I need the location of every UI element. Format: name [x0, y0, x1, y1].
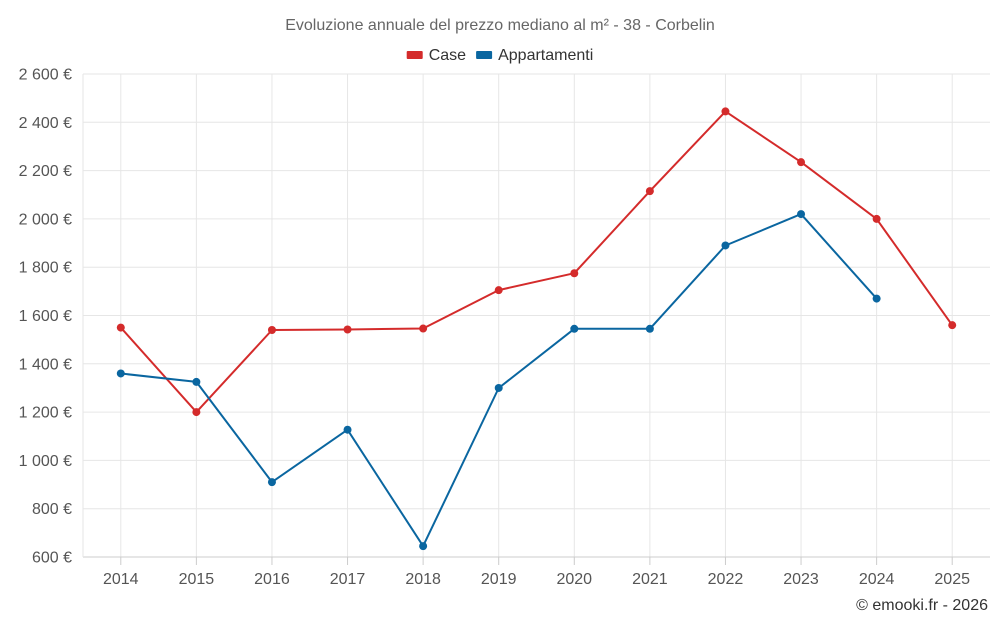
legend-swatch	[476, 51, 493, 59]
grid	[83, 73, 990, 557]
data-point-appartamenti-2022[interactable]	[721, 241, 730, 250]
x-tick-label: 2023	[783, 571, 819, 588]
data-point-appartamenti-2017[interactable]	[343, 425, 352, 434]
legend-item-case[interactable]: Case	[406, 47, 466, 64]
data-point-case-2014[interactable]	[116, 323, 125, 332]
data-point-appartamenti-2019[interactable]	[494, 383, 503, 392]
y-tick-label: 600 €	[32, 550, 72, 567]
data-point-appartamenti-2018[interactable]	[419, 542, 428, 551]
x-tick-label: 2020	[556, 571, 592, 588]
y-tick-label: 1 000 €	[19, 453, 72, 470]
x-tick-label: 2021	[632, 571, 668, 588]
data-point-case-2015[interactable]	[192, 408, 201, 417]
y-tick-label: 1 400 €	[19, 356, 72, 373]
data-point-appartamenti-2023[interactable]	[797, 210, 806, 219]
series-layer	[116, 107, 957, 551]
x-tick-label: 2016	[254, 571, 290, 588]
data-point-appartamenti-2020[interactable]	[570, 324, 579, 333]
data-point-appartamenti-2016[interactable]	[267, 478, 276, 487]
data-point-appartamenti-2024[interactable]	[872, 294, 881, 303]
credit-text: © emooki.fr - 2026	[856, 597, 988, 614]
y-tick-label: 2 000 €	[19, 211, 72, 228]
legend-label: Case	[429, 47, 466, 64]
data-point-case-2016[interactable]	[267, 325, 276, 334]
y-tick-label: 800 €	[32, 501, 72, 518]
series-case[interactable]	[116, 107, 957, 417]
y-tick-label: 2 400 €	[19, 115, 72, 132]
data-point-case-2018[interactable]	[419, 324, 428, 333]
x-tick-label: 2022	[708, 571, 744, 588]
x-tick-label: 2015	[179, 571, 215, 588]
legend-swatch	[406, 51, 423, 59]
data-point-case-2024[interactable]	[872, 214, 881, 223]
y-tick-label: 1 800 €	[19, 260, 72, 277]
y-tick-label: 1 600 €	[19, 308, 72, 325]
y-tick-label: 2 200 €	[19, 163, 72, 180]
data-point-appartamenti-2015[interactable]	[192, 377, 201, 386]
x-tick-label: 2025	[934, 571, 970, 588]
data-point-case-2023[interactable]	[797, 158, 806, 167]
chart-title: Evoluzione annuale del prezzo mediano al…	[285, 17, 715, 34]
data-point-case-2017[interactable]	[343, 325, 352, 334]
x-tick-label: 2018	[405, 571, 441, 588]
x-tick-label: 2014	[103, 571, 139, 588]
data-point-case-2019[interactable]	[494, 286, 503, 295]
y-tick-label: 2 600 €	[19, 67, 72, 84]
data-point-case-2021[interactable]	[645, 187, 654, 196]
data-point-case-2022[interactable]	[721, 107, 730, 116]
x-tick-label: 2019	[481, 571, 517, 588]
y-tick-label: 1 200 €	[19, 405, 72, 422]
legend[interactable]: Case Appartamenti	[406, 47, 594, 64]
data-point-case-2020[interactable]	[570, 269, 579, 278]
data-point-appartamenti-2021[interactable]	[645, 324, 654, 333]
series-line-case	[120, 110, 954, 414]
x-tick-label: 2024	[859, 571, 895, 588]
legend-item-appartamenti[interactable]: Appartamenti	[476, 47, 593, 64]
data-point-appartamenti-2014[interactable]	[116, 369, 125, 378]
legend-label: Appartamenti	[498, 47, 593, 64]
data-point-case-2025[interactable]	[948, 321, 957, 330]
x-tick-label: 2017	[330, 571, 366, 588]
series-appartamenti[interactable]	[116, 210, 881, 551]
axes: 600 € 800 € 1 000 € 1 200 € 1 400 € 1 600 € 1 …	[19, 67, 990, 588]
